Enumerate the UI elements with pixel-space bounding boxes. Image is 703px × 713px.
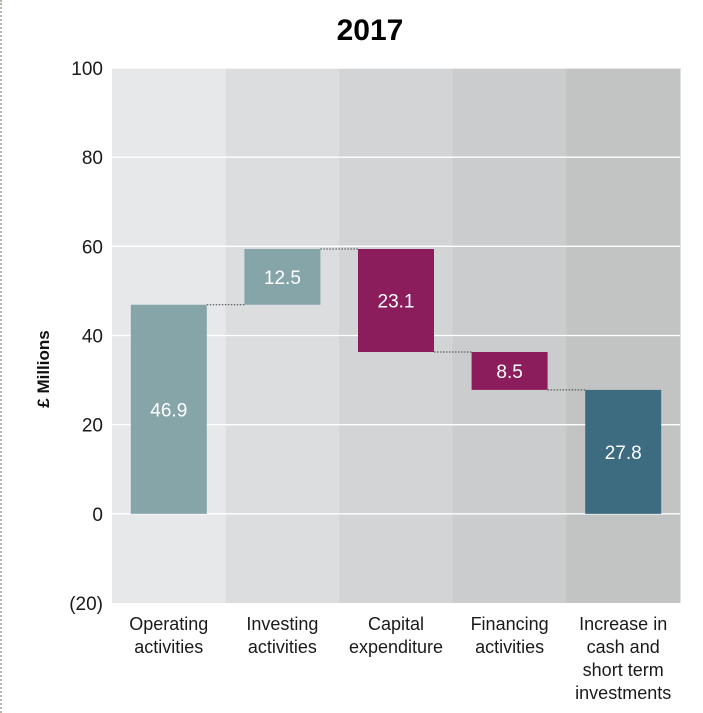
bar-value-label: 46.9	[150, 400, 187, 421]
category-label: Financing	[471, 614, 549, 634]
y-tick-label: 60	[82, 237, 103, 258]
category-label: cash and	[587, 637, 660, 657]
bar	[471, 351, 548, 390]
category-label: expenditure	[349, 637, 443, 657]
category-label: activities	[134, 637, 203, 657]
x-category-labels: Operating activities Investing activities Ca…	[129, 614, 671, 703]
bar	[130, 304, 207, 514]
category-label: activities	[475, 637, 544, 657]
left-border	[0, 0, 3, 713]
y-tick-label: (20)	[69, 594, 103, 615]
category-label: Increase in	[579, 614, 667, 634]
category-label: investments	[575, 683, 671, 703]
y-tick-labels: 100 80 60 40 20 0 (20)	[69, 59, 103, 615]
bar-value-label: 23.1	[378, 292, 415, 313]
y-tick-label: 100	[71, 59, 103, 80]
bars	[130, 249, 662, 514]
bar-value-label: 27.8	[605, 443, 642, 464]
y-tick-label: 20	[82, 416, 103, 437]
data-labels: 46.9 12.5 23.1 8.5 27.8	[150, 268, 641, 464]
y-tick-label: 80	[82, 148, 103, 169]
y-tick-label: 0	[92, 505, 103, 526]
y-tick-label: 40	[82, 327, 103, 348]
category-label: Operating	[129, 614, 208, 634]
connectors	[206, 248, 586, 391]
bar	[585, 389, 662, 514]
category-label: activities	[248, 637, 317, 657]
bar	[244, 249, 321, 305]
y-axis-label: £ Millions	[34, 330, 53, 407]
category-label: Investing	[246, 614, 318, 634]
category-label: short term	[583, 660, 664, 680]
chart-title: 2017	[337, 14, 404, 47]
bar-value-label: 12.5	[264, 268, 301, 289]
bar	[358, 249, 434, 352]
category-label: Capital	[368, 614, 424, 634]
bar-value-label: 8.5	[496, 362, 522, 383]
